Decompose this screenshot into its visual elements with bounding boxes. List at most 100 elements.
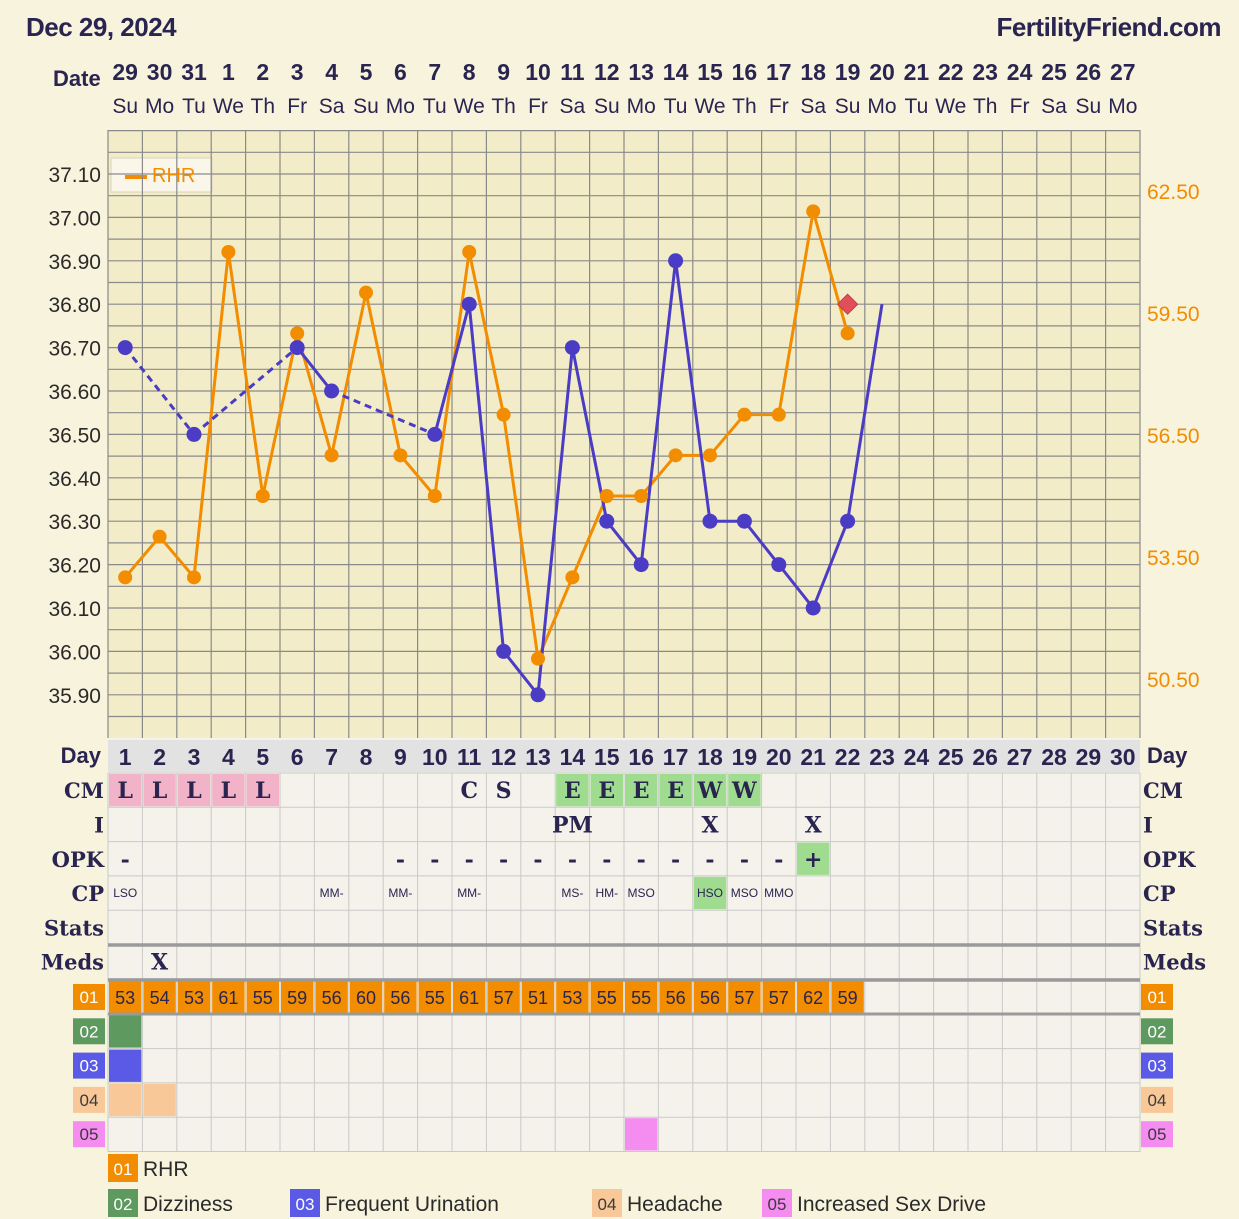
y-tick-left: 36.20 <box>48 555 101 578</box>
day-number: 3 <box>188 744 201 770</box>
table-cell-text: MMO <box>764 886 793 900</box>
site-name[interactable]: FertilityFriend.com <box>996 12 1221 42</box>
rhr-point <box>187 570 201 585</box>
rhr-cell <box>109 981 142 1014</box>
date-label: 31 <box>181 59 207 85</box>
date-label: 26 <box>1076 59 1102 85</box>
rhr-cell-value: 62 <box>803 988 823 1008</box>
table-cell-text: MM- <box>320 886 344 900</box>
day-number: 25 <box>938 744 964 770</box>
rhr-line-segment <box>502 414 540 659</box>
weekday-label: Tu <box>182 95 206 118</box>
rhr-line-segment <box>467 251 506 415</box>
rhr-line-segment <box>124 535 161 579</box>
date-label: 23 <box>972 59 998 85</box>
temperature-line-segment <box>846 303 884 522</box>
rhr-cell <box>315 981 348 1014</box>
temperature-line-segment <box>502 650 540 696</box>
table-cell-text: MS- <box>561 886 583 900</box>
table-cell-text: - <box>499 847 508 873</box>
cell-highlight <box>659 774 692 807</box>
symptom-code-right: 02 <box>1148 1022 1167 1041</box>
table-cell-text: E <box>667 778 684 804</box>
day-number: 22 <box>835 744 861 770</box>
rhr-cell <box>281 981 314 1014</box>
table-cell-text: HSO <box>697 886 723 900</box>
date-label: 29 <box>112 59 138 85</box>
weekday-label: Fr <box>287 95 307 118</box>
rhr-point <box>840 326 855 341</box>
y-tick-left: 36.00 <box>48 641 101 664</box>
rhr-cell-value: 55 <box>597 988 617 1008</box>
date-label: 27 <box>1110 59 1136 85</box>
weekday-label: We <box>694 95 725 118</box>
symptom-code-badge-right <box>1141 984 1173 1010</box>
rhr-cell-value: 55 <box>425 988 445 1008</box>
temperature-line-segment <box>811 520 849 609</box>
y-tick-left: 36.60 <box>48 381 101 404</box>
symptom-code: 03 <box>80 1057 99 1076</box>
rhr-cell <box>693 981 727 1014</box>
day-number: 5 <box>256 744 269 770</box>
rhr-cell-value: 53 <box>115 988 135 1008</box>
rhr-point <box>599 489 614 503</box>
rhr-cell-value: 60 <box>356 988 376 1008</box>
table-cell-text: L <box>221 778 236 804</box>
table-cell-text: - <box>740 847 749 873</box>
table-cell-text: MSO <box>731 886 758 900</box>
day-number: 19 <box>732 744 758 770</box>
legend-label: Increased Sex Drive <box>797 1193 986 1216</box>
symptom-code: 01 <box>80 988 99 1007</box>
temperature-point <box>702 513 718 529</box>
day-number: 29 <box>1076 744 1102 770</box>
rhr-line-segment <box>330 292 368 456</box>
legend-code-badge <box>108 1189 138 1217</box>
rhr-cell-value: 55 <box>253 988 273 1008</box>
rhr-point <box>290 326 305 341</box>
cell-highlight <box>246 774 279 807</box>
cell-highlight <box>797 842 830 875</box>
day-number: 30 <box>1110 744 1136 770</box>
date-label: 4 <box>325 59 338 85</box>
weekday-label: Th <box>251 95 276 118</box>
temperature-point <box>427 426 443 442</box>
y-tick-left: 36.80 <box>48 294 101 317</box>
symptom-cell <box>109 1049 142 1082</box>
table-cell-text: LSO <box>113 886 137 900</box>
temperature-point <box>736 513 752 529</box>
table-cell-text: E <box>598 778 615 804</box>
legend-label: RHR <box>143 1158 189 1181</box>
table-row-label-right: Meds <box>1143 950 1206 975</box>
symptom-code-badge <box>73 1052 105 1079</box>
rhr-cell-value: 59 <box>838 988 858 1008</box>
date-label: 2 <box>256 59 269 85</box>
rhr-cell <box>143 981 176 1014</box>
table-cell-text: L <box>186 778 201 804</box>
day-number: 21 <box>800 744 826 770</box>
day-number: 12 <box>491 744 517 770</box>
day-number: 26 <box>972 744 998 770</box>
day-number: 28 <box>1041 744 1067 770</box>
cell-highlight <box>109 774 142 807</box>
y-tick-left: 36.90 <box>48 251 101 274</box>
date-label: 18 <box>800 59 826 85</box>
rhr-line-segment <box>811 210 850 334</box>
date-label: 11 <box>560 59 585 85</box>
temperature-point <box>117 340 133 356</box>
legend-label: Dizziness <box>143 1193 233 1216</box>
date-label: 30 <box>147 59 173 85</box>
table-cell-text: - <box>121 847 130 873</box>
cell-highlight <box>143 774 176 807</box>
y-tick-left: 36.30 <box>48 511 101 534</box>
date-label: 17 <box>766 59 792 85</box>
temperature-line-segment <box>605 520 643 566</box>
y-tick-left: 36.10 <box>48 598 101 621</box>
day-row-bg <box>108 740 1140 772</box>
rhr-cell <box>177 981 211 1014</box>
rhr-cell-value: 54 <box>150 988 170 1008</box>
temperature-line-segment <box>536 347 574 695</box>
rhr-line-segment <box>158 535 196 579</box>
rhr-cell-value: 56 <box>700 988 720 1008</box>
legend-label: Headache <box>627 1193 723 1216</box>
rhr-cell <box>521 981 555 1014</box>
